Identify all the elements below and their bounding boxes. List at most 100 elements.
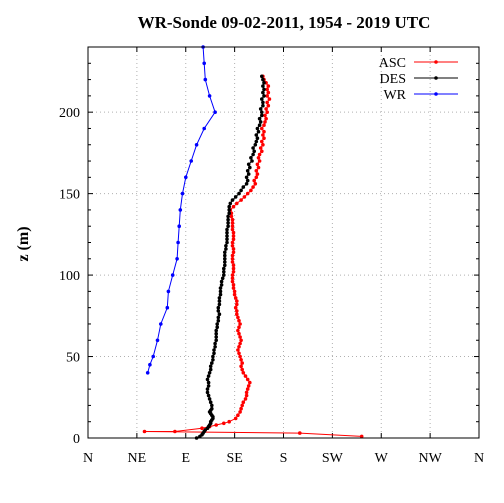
series-asc-point bbox=[240, 367, 244, 372]
series-des-point bbox=[241, 185, 246, 189]
series-asc-point bbox=[237, 325, 241, 330]
series-des-point bbox=[206, 374, 211, 378]
series-asc-point bbox=[264, 107, 268, 111]
series-des-point bbox=[237, 191, 241, 196]
series-asc-point bbox=[239, 358, 243, 362]
series-asc-point bbox=[241, 371, 246, 375]
series-asc-point bbox=[256, 156, 261, 160]
series-des-point bbox=[218, 286, 223, 290]
series-des-point bbox=[216, 318, 221, 323]
series-asc-point bbox=[267, 97, 272, 101]
series-asc-point bbox=[255, 162, 260, 167]
series-des-point bbox=[216, 305, 221, 310]
series-asc-point bbox=[231, 204, 236, 209]
series-des-point bbox=[217, 299, 222, 303]
series-wr-point bbox=[189, 159, 193, 163]
series-des-point bbox=[212, 351, 216, 356]
series-des-point bbox=[230, 198, 235, 202]
series-des-point bbox=[260, 97, 264, 101]
series-des-point bbox=[239, 188, 243, 193]
series-asc-point bbox=[235, 312, 239, 317]
series-des-point bbox=[213, 345, 217, 349]
series-asc-point bbox=[233, 416, 238, 421]
series-asc-point bbox=[231, 263, 236, 268]
series-asc-point bbox=[266, 103, 271, 108]
series-asc-point bbox=[261, 143, 265, 147]
series-des-point bbox=[205, 390, 210, 395]
series-asc-point bbox=[230, 221, 235, 225]
series-des-point bbox=[214, 335, 218, 339]
series-des-point bbox=[217, 296, 222, 300]
series-wr-point bbox=[184, 175, 188, 180]
series-wr-point bbox=[202, 126, 206, 131]
series-des-point bbox=[224, 247, 228, 251]
series-des-line bbox=[196, 76, 265, 439]
series-asc-point bbox=[298, 431, 302, 435]
series-asc-point bbox=[262, 129, 266, 134]
series-wr-point bbox=[203, 77, 208, 82]
series-des-point bbox=[225, 230, 229, 235]
series-des-point bbox=[262, 87, 266, 92]
legend-marker-asc bbox=[434, 60, 438, 64]
series-asc-point bbox=[243, 374, 248, 378]
series-asc-point bbox=[230, 240, 235, 245]
y-tick-label: 150 bbox=[59, 188, 80, 203]
series-asc-point bbox=[257, 159, 262, 163]
series-asc-point bbox=[237, 351, 241, 356]
series-des-point bbox=[217, 312, 222, 317]
series-des-point bbox=[222, 270, 226, 274]
series-asc-point bbox=[238, 335, 242, 339]
series-asc-point bbox=[230, 279, 235, 284]
series-asc-point bbox=[222, 421, 226, 426]
series-des-point bbox=[208, 364, 213, 369]
series-des bbox=[194, 74, 266, 440]
series-des-point bbox=[261, 90, 265, 95]
series-asc-point bbox=[265, 100, 270, 105]
x-tick-label: NW bbox=[418, 451, 442, 466]
series-des-point bbox=[227, 204, 231, 209]
series-asc-point bbox=[245, 191, 250, 196]
series-des-point bbox=[225, 234, 229, 238]
x-tick-label: W bbox=[375, 451, 389, 466]
series-asc-point bbox=[230, 276, 235, 281]
series-asc-point bbox=[256, 165, 261, 170]
series-des-point bbox=[251, 152, 255, 157]
series-des-point bbox=[206, 380, 211, 385]
series-wr bbox=[145, 45, 217, 375]
series-des-point bbox=[254, 133, 259, 137]
series-des-point bbox=[257, 116, 262, 121]
series-des-point bbox=[214, 328, 218, 333]
series-asc-point bbox=[237, 345, 241, 349]
series-asc-point bbox=[173, 429, 177, 434]
series-asc-point bbox=[235, 309, 239, 313]
series-des-point bbox=[260, 110, 264, 114]
plot-frame bbox=[87, 46, 480, 439]
series-des-point bbox=[257, 123, 262, 127]
series-asc-point bbox=[260, 139, 264, 144]
series-asc-point bbox=[240, 403, 244, 408]
series-des-point bbox=[220, 276, 225, 281]
series-wr-point bbox=[166, 289, 171, 294]
series-asc-point bbox=[255, 172, 260, 176]
series-asc-point bbox=[227, 419, 231, 424]
series-asc-point bbox=[231, 266, 236, 271]
chart-title: WR-Sonde 09-02-2011, 1954 - 2019 UTC bbox=[138, 13, 431, 32]
series-des-point bbox=[208, 367, 213, 372]
series-des-point bbox=[226, 221, 230, 225]
series-wr-point bbox=[170, 273, 175, 277]
series-asc-point bbox=[237, 318, 241, 323]
series-des-point bbox=[260, 74, 264, 79]
series-des-point bbox=[226, 217, 230, 222]
data-series bbox=[142, 45, 364, 440]
series-des-point bbox=[260, 113, 264, 118]
series-des-point bbox=[223, 263, 227, 268]
series-asc-point bbox=[258, 146, 263, 150]
series-wr-point bbox=[207, 94, 212, 98]
series-wr-point bbox=[176, 240, 180, 245]
series-asc-point bbox=[263, 120, 267, 124]
series-des-point bbox=[218, 292, 223, 297]
series-asc-point bbox=[239, 198, 243, 202]
series-wr-point bbox=[148, 362, 152, 367]
legend-label-asc: ASC bbox=[379, 56, 406, 71]
series-asc-point bbox=[248, 380, 252, 385]
